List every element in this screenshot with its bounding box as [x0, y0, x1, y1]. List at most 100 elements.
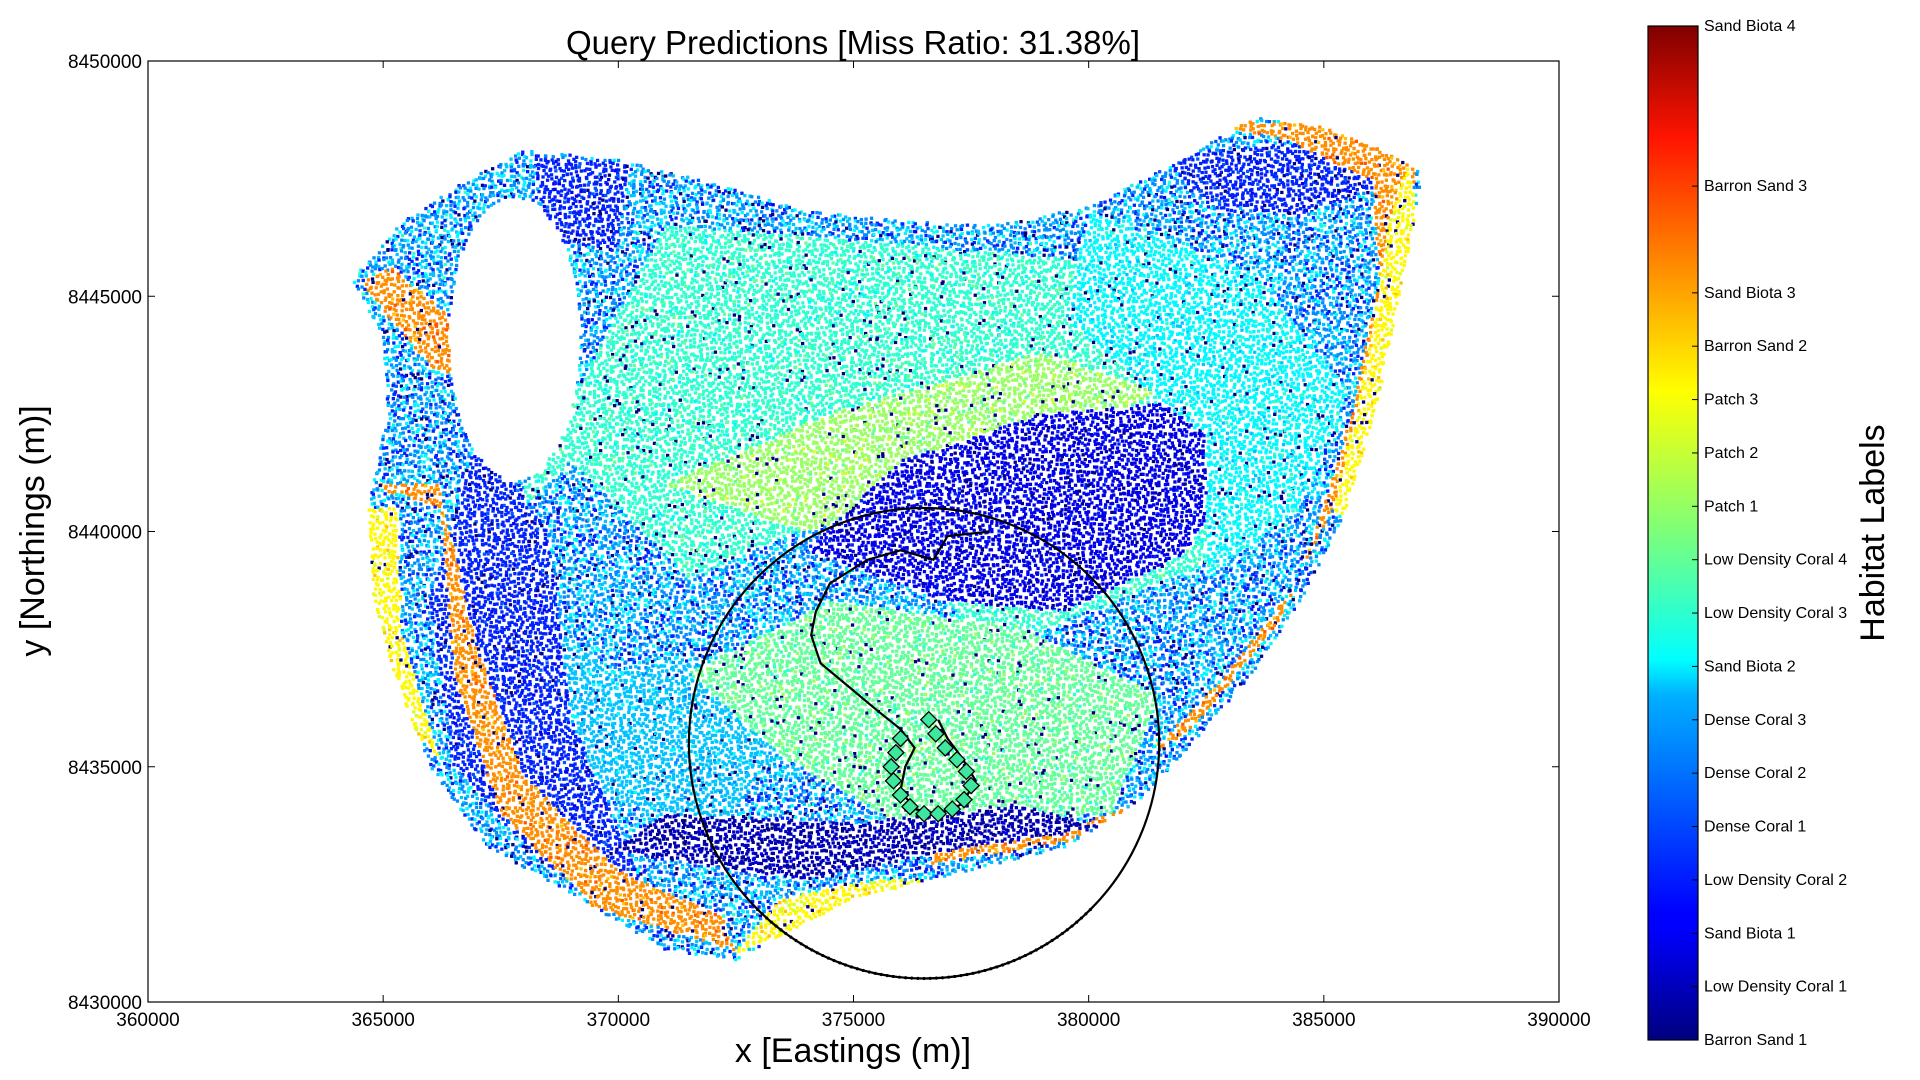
habitat-point	[1252, 131, 1257, 135]
habitat-point	[701, 202, 705, 206]
habitat-point	[580, 272, 584, 276]
habitat-point	[1176, 217, 1180, 222]
habitat-point	[463, 213, 467, 218]
habitat-point	[1073, 231, 1078, 236]
habitat-point	[1291, 175, 1295, 179]
habitat-point	[1261, 200, 1265, 204]
habitat-point	[1363, 161, 1367, 165]
habitat-point	[579, 204, 583, 209]
habitat-point	[1362, 168, 1366, 172]
habitat-point	[765, 206, 769, 211]
habitat-point	[595, 158, 600, 163]
habitat-point	[856, 253, 861, 257]
habitat-point	[1137, 242, 1141, 246]
habitat-point	[1225, 265, 1230, 270]
habitat-point	[1079, 210, 1083, 214]
habitat-point	[471, 182, 475, 187]
habitat-point	[1379, 186, 1383, 191]
habitat-point	[826, 224, 830, 228]
habitat-point	[1097, 259, 1101, 263]
habitat-point	[1076, 265, 1080, 269]
habitat-point	[589, 205, 593, 209]
habitat-point	[769, 236, 773, 240]
habitat-point	[603, 174, 607, 178]
habitat-point	[1107, 206, 1111, 210]
habitat-point	[625, 187, 629, 192]
habitat-point	[581, 242, 586, 246]
habitat-point	[647, 243, 651, 247]
habitat-point	[500, 194, 504, 198]
habitat-point	[1332, 149, 1336, 154]
habitat-point	[1381, 215, 1385, 219]
habitat-point	[1299, 223, 1304, 227]
habitat-point	[1057, 257, 1062, 262]
habitat-point	[567, 206, 572, 210]
habitat-point	[853, 224, 857, 228]
habitat-point	[1076, 238, 1080, 242]
habitat-point	[1397, 199, 1402, 203]
habitat-point	[407, 265, 411, 269]
habitat-point	[1169, 191, 1173, 195]
habitat-point	[959, 227, 964, 231]
habitat-point	[1041, 260, 1045, 264]
habitat-point	[443, 237, 447, 241]
habitat-point	[1127, 264, 1132, 268]
habitat-point	[625, 164, 629, 168]
habitat-point	[784, 234, 788, 238]
habitat-point	[674, 196, 678, 201]
habitat-point	[1370, 237, 1375, 241]
habitat-point	[1384, 214, 1389, 218]
habitat-point	[1329, 143, 1333, 147]
habitat-point	[1033, 248, 1037, 252]
habitat-point	[1181, 170, 1185, 174]
habitat-point	[1200, 248, 1204, 253]
habitat-point	[1180, 204, 1184, 208]
habitat-point	[422, 232, 426, 236]
habitat-point	[932, 225, 937, 229]
habitat-point	[1030, 229, 1034, 234]
habitat-point	[599, 254, 603, 258]
habitat-point	[374, 263, 378, 267]
habitat-point	[586, 183, 590, 187]
habitat-point	[585, 202, 589, 206]
habitat-point	[1380, 254, 1384, 258]
habitat-point	[1388, 173, 1393, 177]
habitat-point	[1242, 214, 1246, 219]
habitat-point	[1266, 163, 1270, 167]
habitat-point	[706, 186, 710, 190]
habitat-point	[632, 209, 636, 213]
habitat-point	[1380, 262, 1384, 267]
habitat-point	[895, 244, 900, 248]
habitat-point	[613, 192, 617, 196]
habitat-point	[394, 237, 398, 241]
habitat-point	[1167, 184, 1171, 188]
habitat-point	[1335, 263, 1339, 267]
habitat-point	[410, 246, 414, 250]
habitat-point	[523, 180, 527, 184]
habitat-point	[904, 261, 908, 266]
habitat-point	[722, 257, 726, 261]
habitat-point	[1051, 253, 1055, 257]
habitat-point	[646, 258, 650, 262]
habitat-point	[1366, 265, 1370, 269]
habitat-point	[1153, 218, 1157, 222]
habitat-point	[539, 197, 543, 201]
habitat-point	[383, 264, 387, 268]
habitat-point	[696, 225, 701, 229]
habitat-point	[1256, 213, 1260, 217]
habitat-point	[602, 167, 606, 171]
habitat-point	[669, 233, 673, 237]
habitat-point	[1116, 262, 1120, 267]
habitat-point	[1197, 209, 1201, 213]
habitat-point	[1327, 167, 1331, 171]
habitat-point	[659, 242, 663, 246]
habitat-point	[1306, 258, 1310, 263]
habitat-point	[1351, 186, 1356, 190]
habitat-point	[459, 227, 464, 231]
habitat-point	[567, 188, 571, 192]
habitat-point	[694, 193, 698, 197]
habitat-point	[1292, 123, 1297, 127]
habitat-point	[1287, 233, 1291, 237]
habitat-point	[676, 237, 680, 241]
habitat-point	[803, 212, 807, 216]
